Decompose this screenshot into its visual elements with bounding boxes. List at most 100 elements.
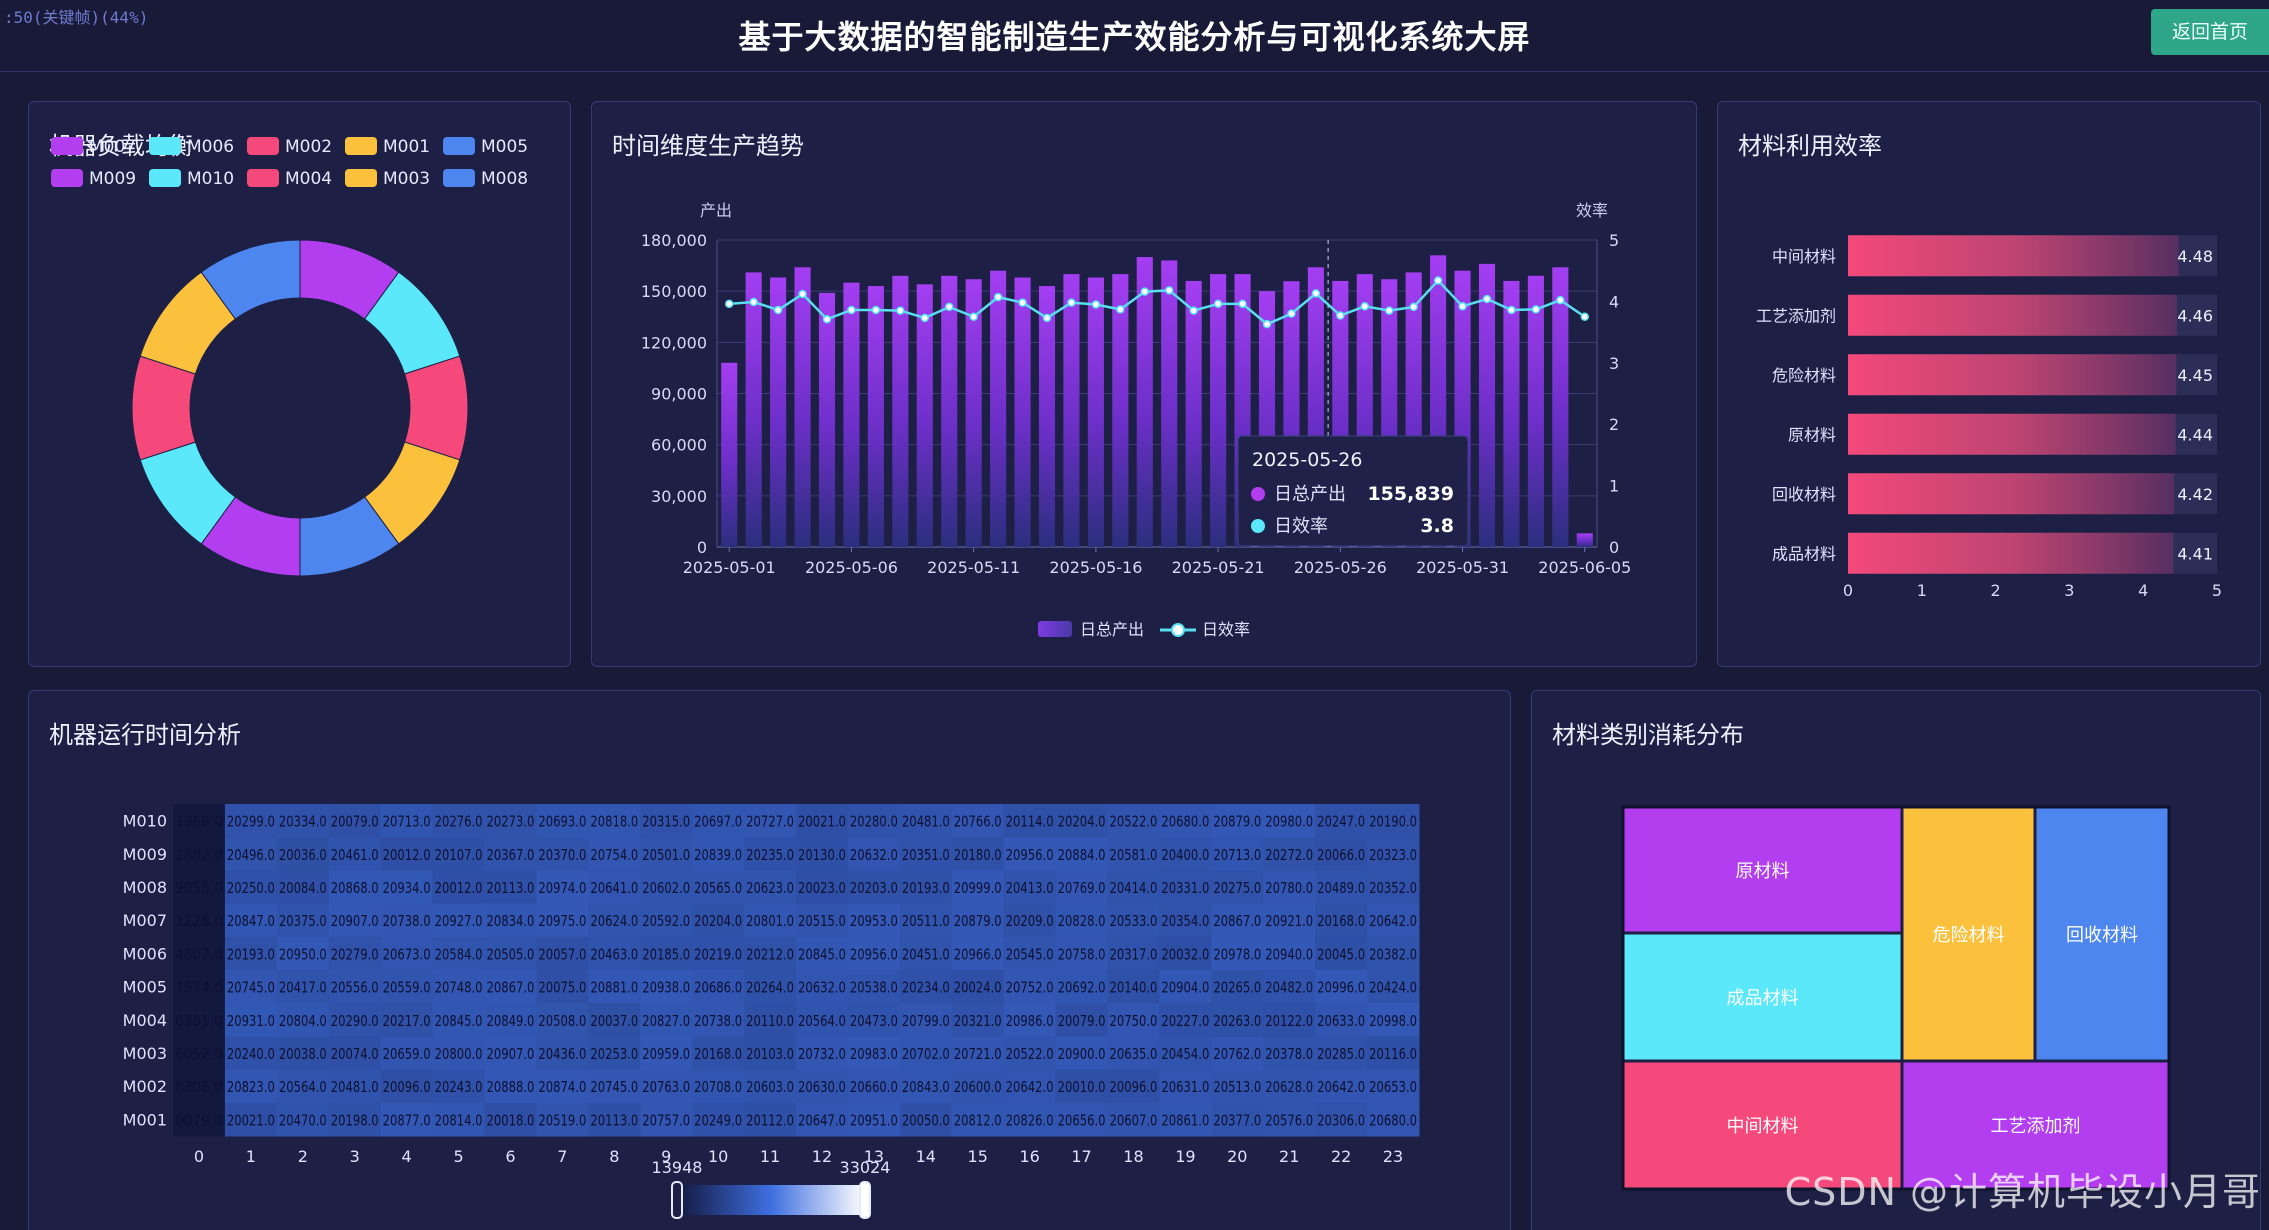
heat-cell <box>1003 1036 1057 1071</box>
heat-cell <box>536 837 589 871</box>
heat-cell <box>1055 903 1108 938</box>
runtime-heatmap: M010 1368.0 20299.0 20334.0 20079.0 20713.0 20… <box>123 804 1420 1219</box>
heat-cell <box>951 936 1005 971</box>
heat-cell <box>1055 870 1108 905</box>
bar-2025-05-02 <box>745 272 762 547</box>
pie-slice-m002 <box>403 355 469 461</box>
legend-swatch-m007 <box>51 137 83 155</box>
heat-cell <box>1263 970 1316 1004</box>
value-label: 4.42 <box>2177 485 2213 504</box>
heat-cell-label: 1574.0 <box>175 979 223 997</box>
heat-cell <box>1107 1036 1160 1071</box>
bar-2025-05-16 <box>1087 277 1104 547</box>
y-left-tick-label: 180,000 <box>641 231 707 250</box>
x-tick-label: 2025-05-16 <box>1049 558 1142 577</box>
heat-cell-label: 20382.0 <box>1369 945 1417 963</box>
heat-cell <box>1055 936 1108 971</box>
bar-1 <box>1848 294 2178 336</box>
heat-cell <box>1159 1003 1212 1037</box>
category-label: 成品材料 <box>1772 544 1836 563</box>
heat-cell <box>484 804 537 838</box>
efficiency-point-2025-05-28 <box>1384 306 1394 315</box>
heat-cell-label: 20482.0 <box>1265 979 1313 997</box>
heat-cell <box>1003 1069 1057 1104</box>
efficiency-point-2025-05-31 <box>1458 302 1467 311</box>
tooltip-efficiency-label: 日效率 <box>1274 516 1328 537</box>
heat-cell-label: 6052.0 <box>175 1045 223 1063</box>
heat-cell-label: 20481.0 <box>331 1078 379 1096</box>
heat-cell-label: 20754.0 <box>590 846 638 864</box>
column-label: 6 <box>505 1147 515 1166</box>
heat-cell-label: 20647.0 <box>798 1111 846 1129</box>
pie-slice-m004 <box>131 355 197 461</box>
heat-cell <box>692 1069 745 1104</box>
heat-cell-label: 20264.0 <box>746 979 794 997</box>
bar-2025-05-06 <box>843 282 860 547</box>
heat-cell <box>328 870 382 905</box>
heat-cell <box>276 936 330 971</box>
bar-3 <box>1848 413 2176 455</box>
heat-cell-label: 20762.0 <box>1213 1045 1261 1063</box>
heat-cell <box>380 936 434 971</box>
heat-cell <box>1159 1102 1212 1137</box>
heat-cell <box>1159 1069 1212 1104</box>
efficiency-point-2025-05-12 <box>993 292 1003 302</box>
treemap-label: 原材料 <box>1736 861 1790 882</box>
home-button[interactable]: 返回首页 <box>2151 9 2269 55</box>
column-label: 16 <box>1019 1147 1039 1166</box>
heat-cell-label: 20951.0 <box>850 1111 898 1129</box>
heat-cell-label: 20834.0 <box>487 912 535 930</box>
heat-cell <box>1107 936 1160 971</box>
bar-5 <box>1848 532 2174 574</box>
heat-cell <box>796 1069 849 1104</box>
heat-cell-label: 20272.0 <box>1265 846 1313 864</box>
heat-cell-label: 20738.0 <box>694 1012 742 1030</box>
column-label: 1 <box>246 1147 256 1166</box>
heat-cell-label: 20113.0 <box>487 879 535 897</box>
heat-cell-label: 20481.0 <box>902 813 950 831</box>
heat-cell <box>224 804 278 838</box>
column-label: 11 <box>760 1147 780 1166</box>
heat-cell <box>1159 903 1212 938</box>
heat-cell-label: 20633.0 <box>1317 1012 1365 1030</box>
heat-cell <box>1055 970 1108 1004</box>
heat-cell-label: 20012.0 <box>435 879 483 897</box>
heat-cell-label: 20592.0 <box>642 912 690 930</box>
heat-cell <box>1003 837 1057 871</box>
heat-cell-label: 20956.0 <box>850 945 898 963</box>
y-left-tick-label: 0 <box>697 538 707 557</box>
heat-cell <box>1003 1102 1057 1137</box>
visual-map-max: 33024 <box>840 1158 891 1177</box>
heat-cell <box>328 970 382 1004</box>
heat-cell <box>1263 1036 1316 1071</box>
heat-cell-label: 20112.0 <box>746 1111 794 1129</box>
heat-cell <box>1211 1069 1264 1104</box>
heat-cell-label: 20826.0 <box>1006 1111 1054 1129</box>
efficiency-point-2025-05-17 <box>1116 305 1125 314</box>
heat-cell-label: 20879.0 <box>1213 813 1261 831</box>
category-label: 危险材料 <box>1772 366 1836 385</box>
heat-cell-label: 20110.0 <box>746 1012 794 1030</box>
heat-cell-label: 20247.0 <box>1317 813 1365 831</box>
heat-cell <box>328 1102 382 1137</box>
heat-cell <box>951 970 1005 1004</box>
bar-4 <box>1848 473 2175 515</box>
bar-2 <box>1848 354 2177 396</box>
heat-cell <box>432 970 485 1004</box>
heat-cell-label: 20757.0 <box>642 1111 690 1129</box>
column-label: 13 <box>864 1147 884 1166</box>
heat-cell-label: 20168.0 <box>1317 912 1365 930</box>
y-right-tick-label: 5 <box>1609 231 1619 250</box>
heat-cell <box>1315 903 1368 938</box>
efficiency-point-2025-06-03 <box>1531 305 1541 314</box>
heat-cell <box>1367 870 1420 905</box>
category-label: 回收材料 <box>1772 485 1836 504</box>
heat-cell <box>276 837 330 871</box>
heat-cell <box>328 1069 382 1104</box>
heat-cell-label: 20602.0 <box>642 879 690 897</box>
heat-cell-label: 20564.0 <box>798 1012 846 1030</box>
bar-2025-05-19 <box>1161 260 1178 547</box>
heat-cell-label: 20522.0 <box>1006 1045 1054 1063</box>
legend-label-m008: M008 <box>481 169 528 189</box>
heat-cell <box>1107 870 1160 905</box>
